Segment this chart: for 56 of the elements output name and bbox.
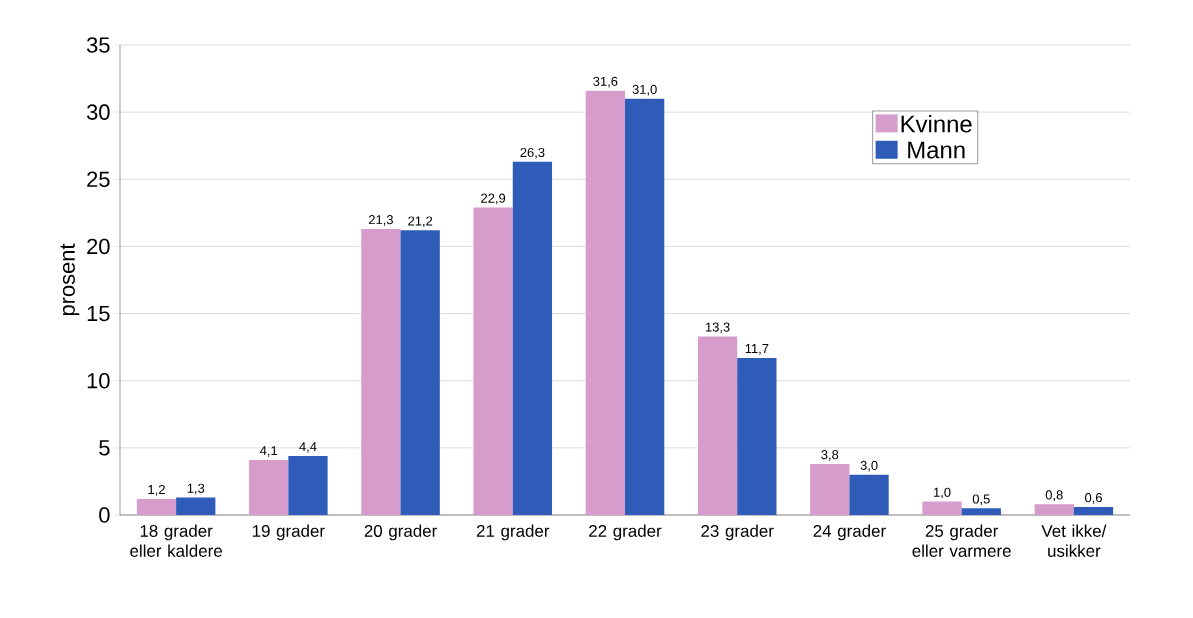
data-label: 21,2 xyxy=(408,216,433,228)
bar xyxy=(136,498,177,515)
data-label: 26,3 xyxy=(520,147,545,159)
data-label: 1,3 xyxy=(187,483,205,495)
bar xyxy=(473,207,513,515)
data-label: 3,8 xyxy=(821,450,839,461)
bar xyxy=(288,455,328,515)
data-label: 31,6 xyxy=(593,76,618,88)
bar xyxy=(585,90,625,515)
data-label: 1,2 xyxy=(148,484,165,496)
data-label: 21,3 xyxy=(368,215,393,226)
bar xyxy=(922,501,962,515)
x-tick-label: 21 grader xyxy=(476,524,550,541)
x-tick-label: 20 grader xyxy=(364,524,437,541)
x-tick-label: Vet ikke/ usikker xyxy=(1041,524,1107,557)
bar xyxy=(625,98,665,515)
y-tick-label: 35 xyxy=(86,37,110,53)
bar xyxy=(1073,506,1114,515)
x-tick-label: 22 grader xyxy=(589,524,662,541)
x-tick-label: 23 grader xyxy=(701,524,774,541)
bar xyxy=(1034,504,1074,515)
data-label: 4,4 xyxy=(299,442,317,453)
bar xyxy=(361,228,401,515)
bar xyxy=(697,336,738,515)
data-label: 3,0 xyxy=(860,460,878,472)
legend-label: Mann xyxy=(908,141,965,159)
data-label: 0,5 xyxy=(972,494,990,506)
x-tick-label: 25 grader eller varmere xyxy=(912,524,1011,557)
data-label: 11,7 xyxy=(745,344,769,355)
data-label: 0,8 xyxy=(1045,490,1063,502)
y-tick-label: 25 xyxy=(87,171,110,188)
bar xyxy=(176,497,216,515)
data-label: 31,0 xyxy=(632,84,657,96)
y-tick-label: 10 xyxy=(87,372,110,389)
x-tick-label: 18 grader eller kaldere xyxy=(130,524,222,557)
x-tick-label: 19 grader xyxy=(252,524,325,541)
y-tick-label: 15 xyxy=(87,305,110,322)
data-label: 13,3 xyxy=(705,322,730,334)
bar xyxy=(810,463,850,515)
data-label: 22,9 xyxy=(481,193,506,205)
y-tick-label: 20 xyxy=(87,238,110,255)
y-tick-label: 30 xyxy=(86,104,110,120)
x-tick-label: 24 grader xyxy=(813,524,886,541)
data-label: 4,1 xyxy=(259,446,278,457)
legend-label: Kvinne xyxy=(901,114,972,133)
bar xyxy=(737,357,777,515)
y-tick-label: 5 xyxy=(99,440,110,456)
y-tick-label: 0 xyxy=(99,507,110,523)
y-axis-title: prosent xyxy=(60,243,80,316)
bar xyxy=(849,474,889,515)
data-label: 0,6 xyxy=(1085,493,1102,504)
data-label: 1,0 xyxy=(934,487,951,499)
bar xyxy=(961,508,1001,515)
bar xyxy=(400,230,440,515)
bar xyxy=(512,161,553,515)
bar xyxy=(249,459,289,515)
